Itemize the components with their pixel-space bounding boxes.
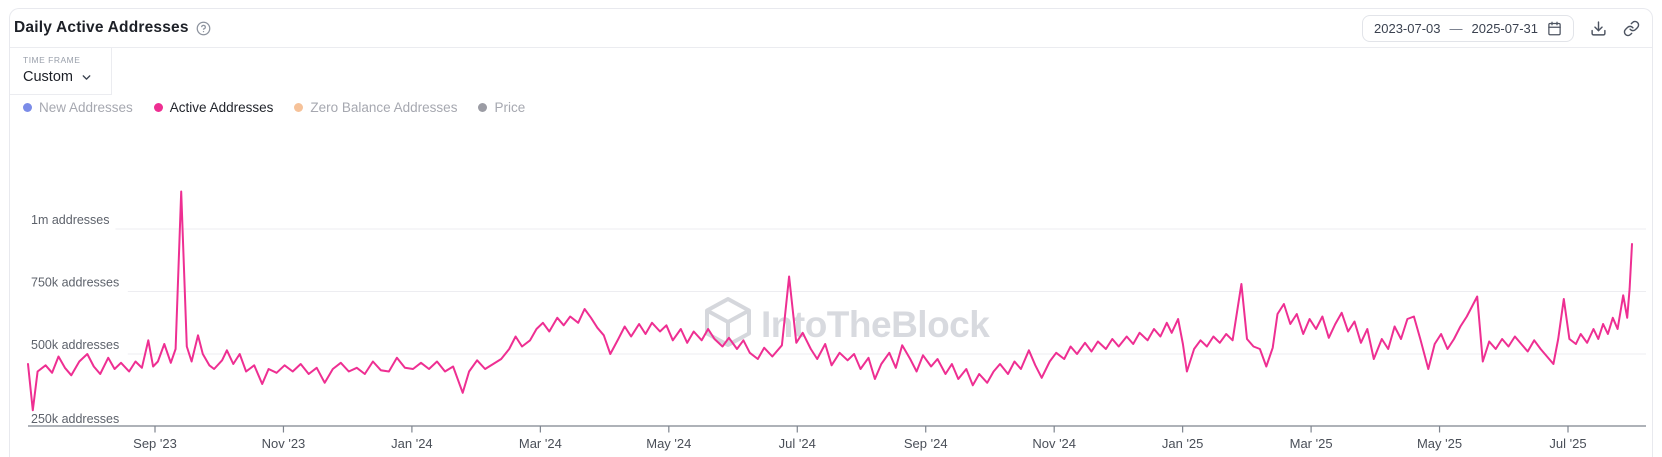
legend-item-new-addresses[interactable]: New Addresses xyxy=(23,100,133,115)
date-range-picker[interactable]: 2023-07-03 — 2025-07-31 xyxy=(1362,15,1574,42)
date-range-start: 2023-07-03 xyxy=(1374,21,1441,36)
legend-dot xyxy=(478,103,488,112)
y-axis-label: 750k addresses xyxy=(31,276,119,290)
header-actions: 2023-07-03 — 2025-07-31 xyxy=(1362,9,1640,48)
x-axis-label: May '24 xyxy=(646,436,691,451)
x-axis-label: Nov '23 xyxy=(262,436,306,451)
download-icon[interactable] xyxy=(1590,20,1607,37)
x-axis-label: Jan '25 xyxy=(1162,436,1204,451)
card-header: Daily Active Addresses 2023-07-03 — 2025… xyxy=(10,9,1652,48)
timeframe-select[interactable]: Custom xyxy=(23,69,111,85)
legend-label: Price xyxy=(494,100,526,115)
legend-dot xyxy=(153,103,163,112)
x-axis-label: Nov '24 xyxy=(1032,436,1076,451)
x-axis-label: May '25 xyxy=(1417,436,1462,451)
x-axis-label: Mar '25 xyxy=(1290,436,1333,451)
timeframe-label: TIME FRAME xyxy=(23,55,81,65)
calendar-icon xyxy=(1547,21,1562,36)
y-axis-label: 1m addresses xyxy=(31,213,110,227)
x-axis-label: Jul '24 xyxy=(779,436,816,451)
legend-dot xyxy=(294,103,304,112)
x-axis-label: Jan '24 xyxy=(391,436,433,451)
active-addresses-line xyxy=(27,190,1633,412)
chart-card: Daily Active Addresses 2023-07-03 — 2025… xyxy=(9,8,1653,457)
date-range-separator: — xyxy=(1449,21,1463,36)
chevron-down-icon xyxy=(80,71,93,84)
timeframe-value: Custom xyxy=(23,69,73,85)
share-link-icon[interactable] xyxy=(1623,20,1640,37)
date-range-end: 2025-07-31 xyxy=(1471,21,1539,36)
active-addresses-chart[interactable]: 250k addresses 500k addresses 750k address… xyxy=(0,125,1662,457)
legend-label: New Addresses xyxy=(39,100,133,115)
x-axis-label: Sep '23 xyxy=(133,436,177,451)
legend-item-active-addresses[interactable]: Active Addresses xyxy=(153,100,274,115)
x-axis-label: Mar '24 xyxy=(519,436,562,451)
legend-label: Zero Balance Addresses xyxy=(310,100,458,115)
timeframe-cell: TIME FRAME Custom xyxy=(10,48,112,95)
chart-legend: New Addresses Active Addresses Zero Bala… xyxy=(23,100,525,115)
legend-label: Active Addresses xyxy=(169,100,274,115)
legend-dot xyxy=(23,103,32,112)
legend-item-price[interactable]: Price xyxy=(478,100,525,115)
page-title: Daily Active Addresses xyxy=(14,19,189,36)
x-axis-label: Sep '24 xyxy=(904,436,948,451)
legend-item-zero-balance-addresses[interactable]: Zero Balance Addresses xyxy=(294,100,457,115)
y-axis-label: 250k addresses xyxy=(31,412,119,426)
x-axis-label: Jul '25 xyxy=(1549,436,1586,451)
y-axis-label: 500k addresses xyxy=(31,338,119,352)
help-icon[interactable] xyxy=(196,21,211,36)
